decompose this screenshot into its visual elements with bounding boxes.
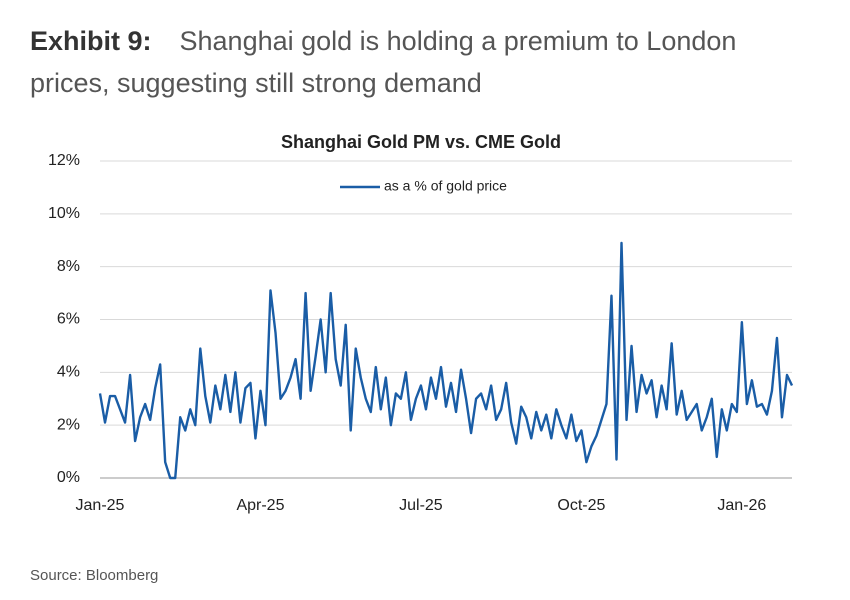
headline: Shanghai gold is holding a premium to Lo… bbox=[30, 26, 737, 98]
y-tick-label: 6% bbox=[57, 311, 80, 328]
source: Source: Bloomberg bbox=[30, 567, 158, 584]
legend-label: as a % of gold price bbox=[384, 178, 507, 194]
header: Exhibit 9: Shanghai gold is holding a pre… bbox=[30, 20, 790, 104]
exhibit-label: Exhibit 9: bbox=[30, 26, 152, 56]
chart-title: Shanghai Gold PM vs. CME Gold bbox=[281, 132, 561, 152]
y-tick-label: 2% bbox=[57, 416, 80, 433]
x-tick-label: Apr-25 bbox=[236, 497, 284, 514]
x-tick-label: Jan-25 bbox=[76, 497, 125, 514]
y-tick-label: 10% bbox=[48, 205, 80, 222]
x-tick-label: Jan-26 bbox=[717, 497, 766, 514]
x-tick-label: Oct-25 bbox=[557, 497, 605, 514]
y-tick-label: 12% bbox=[48, 152, 80, 169]
x-tick-label: Jul-25 bbox=[399, 497, 443, 514]
y-tick-label: 8% bbox=[57, 258, 80, 275]
data-line bbox=[98, 241, 794, 480]
y-tick-label: 4% bbox=[57, 364, 80, 381]
y-tick-label: 0% bbox=[57, 469, 80, 486]
